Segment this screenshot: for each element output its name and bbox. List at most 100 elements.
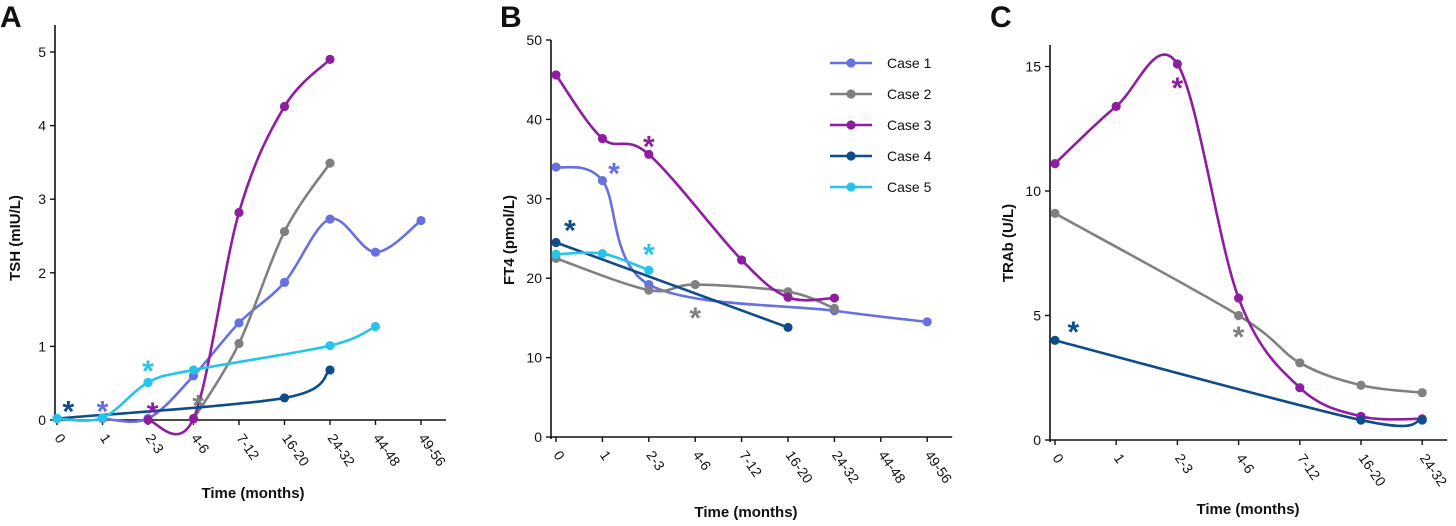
data-point-case-3 (143, 415, 153, 425)
panel-a-ylabel: TSH (mIU/L) (7, 195, 24, 281)
significance-asterisk: * (643, 130, 655, 163)
data-point-case-3 (279, 101, 290, 112)
data-point-case-2 (1295, 358, 1305, 368)
panel-a-plot: 0 1 2 3 4 5 0 1 2-3 4-6 7-12 16-20 24-32 44-48 49-56 * *… (38, 25, 449, 469)
panel-a-xlabel: Time (months) (201, 485, 304, 502)
y-tick-label: 5 (1033, 308, 1041, 324)
panel-c-ylabel: TRAb (U/L) (1000, 204, 1017, 282)
panel-c: C TRAb (U/L) Time (months) 0 5 10 15 0 1 2-3 4-… (990, 1, 1451, 518)
y-tick-label: 5 (38, 44, 46, 60)
panel-a: A TSH (mIU/L) Time (months) 0 1 2 3 4 5 0 1 2-3 4… (0, 1, 449, 502)
data-point-case-3 (1234, 293, 1244, 303)
series-line-case-4 (1053, 339, 1424, 428)
panel-b-ylabel: FT4 (pmol/L) (501, 195, 518, 285)
panel-b: B FT4 (pmol/L) Time (months) 01020304050… (500, 1, 956, 521)
significance-asterisk: * (147, 397, 159, 430)
data-point-case-1 (922, 317, 932, 327)
panel-letter-a: A (0, 1, 22, 34)
data-point-case-1 (325, 214, 335, 224)
legend-swatch-marker (846, 89, 856, 99)
data-point-case-2 (1234, 310, 1244, 321)
data-point-case-1 (279, 277, 290, 287)
x-tick-label: 4-6 (690, 448, 715, 474)
series-line-case-3 (554, 73, 836, 302)
y-tick-label: 3 (38, 191, 46, 207)
x-tick-label: 4-6 (188, 431, 213, 457)
data-point-case-2 (1417, 388, 1427, 398)
data-point-case-1 (551, 162, 561, 172)
significance-asterisk: * (142, 355, 154, 388)
series-line-case-3 (1053, 53, 1424, 421)
x-tick-label: 4-6 (1233, 451, 1258, 477)
x-tick-label: 7-12 (1294, 451, 1323, 483)
x-tick-label: 7-12 (234, 431, 263, 463)
series-line-case-1 (101, 217, 423, 423)
legend-label: Case 1 (887, 55, 932, 71)
legend-swatch-marker (846, 120, 856, 130)
data-point-case-3 (1295, 383, 1305, 393)
x-tick-label: 0 (52, 431, 70, 447)
y-tick-label: 1 (38, 338, 46, 354)
data-point-case-4 (1417, 415, 1427, 425)
panel-c-plot: 0 5 10 15 0 1 2-3 4-6 7-12 16-20 24-32 * * * (1025, 45, 1451, 490)
x-tick-label: 2-3 (643, 448, 668, 474)
data-point-case-1 (370, 247, 381, 257)
data-point-case-3 (325, 54, 335, 64)
data-point-case-5 (325, 341, 335, 351)
x-tick-label: 1 (97, 431, 115, 447)
legend-label: Case 5 (887, 179, 932, 195)
data-point-case-5 (551, 249, 561, 259)
y-tick-label: 0 (534, 429, 542, 445)
y-tick-label: 50 (526, 32, 542, 48)
x-tick-label: 16-20 (279, 431, 313, 470)
y-tick-label: 2 (38, 265, 46, 281)
significance-asterisk: * (1068, 316, 1080, 349)
panel-b-xlabel: Time (months) (694, 504, 797, 521)
data-point-case-5 (188, 365, 199, 375)
x-tick-label: 1 (597, 448, 615, 464)
data-point-case-5 (97, 413, 108, 423)
y-tick-label: 30 (526, 191, 542, 207)
significance-asterisk: * (608, 157, 620, 190)
significance-asterisk: * (192, 390, 204, 423)
significance-asterisk: * (564, 215, 576, 248)
data-point-case-3 (783, 292, 793, 302)
data-point-case-4 (783, 322, 793, 333)
data-point-case-3 (644, 149, 654, 159)
y-tick-label: 0 (1033, 432, 1041, 448)
data-point-case-4 (325, 365, 335, 375)
data-point-case-3 (1172, 59, 1182, 69)
significance-asterisk: * (1172, 72, 1184, 105)
legend-label: Case 2 (887, 86, 932, 102)
x-tick-label: 1 (1111, 451, 1129, 467)
x-tick-label: 24-32 (325, 431, 359, 470)
x-tick-label: 16-20 (1356, 451, 1390, 490)
x-tick-label: 49-56 (416, 431, 450, 470)
data-point-case-2 (829, 303, 840, 313)
x-tick-label: 49-56 (922, 448, 956, 487)
x-tick-label: 0 (1050, 451, 1068, 467)
y-tick-label: 10 (1025, 183, 1041, 199)
y-tick-label: 10 (526, 350, 542, 366)
data-point-case-3 (829, 293, 840, 303)
x-tick-label: 7-12 (736, 448, 765, 480)
data-point-case-4 (1050, 335, 1060, 345)
data-point-case-5 (597, 248, 608, 259)
x-tick-label: 0 (551, 448, 569, 464)
significance-asterisk: * (643, 238, 655, 271)
legend-label: Case 4 (887, 148, 932, 164)
x-tick-label: 16-20 (783, 448, 817, 487)
data-point-case-3 (551, 70, 561, 80)
data-point-case-5 (644, 265, 654, 275)
legend-label: Case 3 (887, 117, 932, 133)
data-point-case-1 (597, 175, 608, 186)
y-tick-label: 4 (38, 118, 46, 134)
panel-b-legend: Case 1 Case 2 Case 3 Case 4 Case 5 (830, 55, 932, 195)
y-tick-label: 15 (1025, 59, 1041, 75)
data-point-case-5 (370, 321, 381, 332)
data-point-case-4 (551, 237, 561, 248)
significance-asterisk: * (1233, 321, 1245, 354)
significance-asterisk: * (689, 302, 701, 335)
data-point-case-2 (690, 279, 700, 290)
